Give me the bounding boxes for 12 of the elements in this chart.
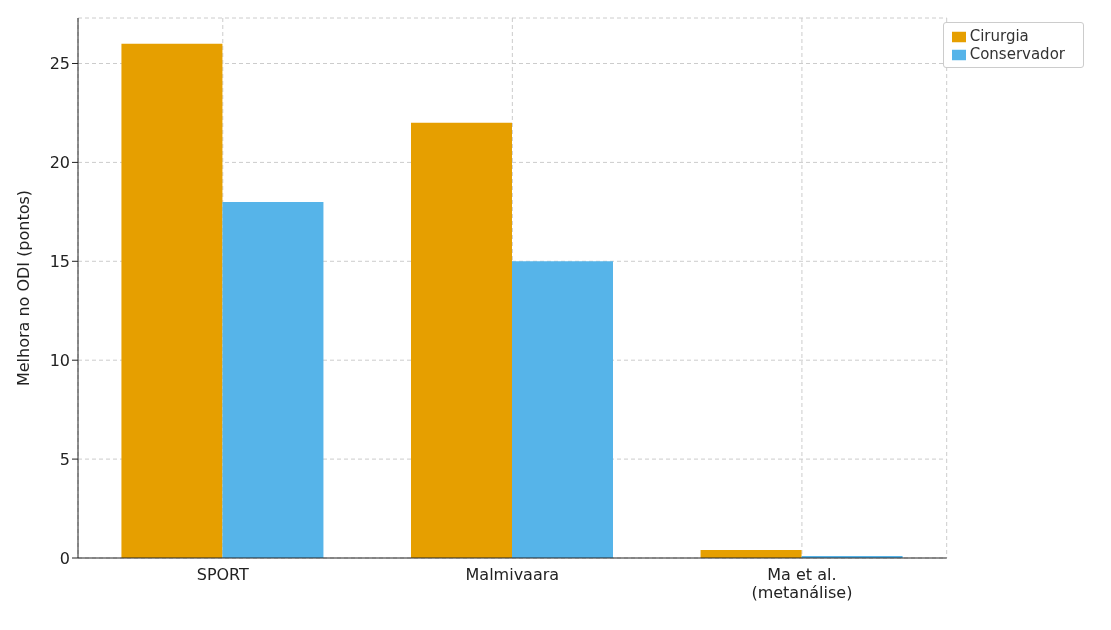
y-tick-label: 5 [59, 449, 70, 469]
legend-label: Conservador [969, 45, 1065, 63]
y-tick-label: 15 [49, 251, 70, 271]
x-tick-label: SPORT [196, 565, 250, 584]
y-tick-label: 10 [49, 350, 70, 370]
y-tick-label: 20 [49, 153, 70, 173]
y-axis-title: Melhora no ODI (pontos) [13, 189, 33, 387]
y-tick-label: 0 [59, 548, 70, 568]
legend-label: Cirurgia [969, 27, 1029, 45]
x-tick-label: Ma et al. (metanálise) [751, 565, 853, 602]
y-tick-label: 25 [49, 54, 70, 74]
x-tick-label: Malmivaara [465, 565, 560, 584]
